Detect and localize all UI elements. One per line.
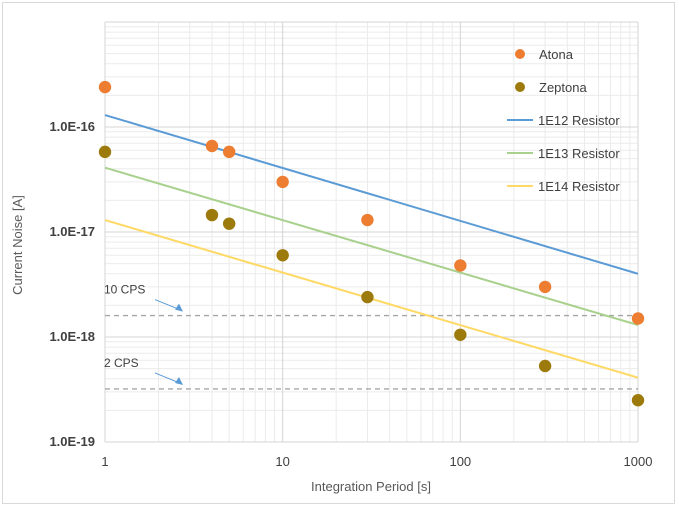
data-point-zeptona bbox=[205, 208, 219, 222]
annotation-arrowhead bbox=[175, 303, 183, 312]
series-line-1e12-resistor bbox=[104, 114, 639, 275]
x-tick-label: 100 bbox=[449, 454, 471, 469]
data-point-atona bbox=[205, 139, 219, 153]
data-point-zeptona bbox=[222, 217, 236, 230]
grid bbox=[104, 21, 639, 443]
reference-label-2-cps: 2 CPS bbox=[104, 356, 139, 370]
data-point-atona bbox=[222, 145, 236, 159]
series-line-1e13-resistor bbox=[104, 166, 639, 326]
legend-label: Atona bbox=[539, 47, 574, 62]
axis-ticks: 1 10 100 1000 1.0E-19 1.0E-18 1.0E-17 1.0E-16 bbox=[49, 119, 652, 469]
legend-marker-atona bbox=[515, 49, 525, 59]
y-tick-label: 1.0E-18 bbox=[49, 329, 95, 344]
data-point-zeptona bbox=[538, 359, 552, 373]
chart-frame bbox=[2, 2, 675, 504]
x-axis-title: Integration Period [s] bbox=[311, 479, 431, 494]
reference-lines: 10 CPS 2 CPS bbox=[104, 283, 638, 390]
data-point-atona bbox=[276, 175, 289, 189]
legend-marker-zeptona bbox=[515, 82, 525, 92]
legend-label: 1E12 Resistor bbox=[538, 113, 620, 128]
data-point-atona bbox=[631, 312, 645, 325]
data-point-zeptona bbox=[631, 394, 645, 407]
data-point-atona bbox=[98, 80, 112, 94]
y-tick-label: 1.0E-17 bbox=[49, 224, 95, 239]
y-tick-label: 1.0E-16 bbox=[49, 119, 95, 134]
data-point-zeptona bbox=[98, 145, 112, 159]
legend-label: 1E13 Resistor bbox=[538, 146, 620, 161]
reference-label-10-cps: 10 CPS bbox=[104, 283, 145, 297]
x-tick-label: 10 bbox=[275, 454, 289, 469]
data-point-zeptona bbox=[276, 249, 289, 262]
data-point-atona bbox=[538, 280, 552, 294]
x-tick-label: 1000 bbox=[624, 454, 653, 469]
y-tick-label: 1.0E-19 bbox=[49, 434, 95, 449]
data-points bbox=[98, 80, 645, 407]
data-point-zeptona bbox=[454, 328, 467, 341]
x-tick-label: 1 bbox=[101, 454, 108, 469]
y-axis-title: Current Noise [A] bbox=[10, 195, 25, 295]
legend-label: Zeptona bbox=[539, 80, 587, 95]
legend-label: 1E14 Resistor bbox=[538, 179, 620, 194]
data-point-zeptona bbox=[361, 290, 374, 304]
data-point-atona bbox=[454, 259, 467, 272]
data-point-atona bbox=[361, 213, 374, 227]
annotation-arrowhead bbox=[175, 376, 183, 385]
legend: Atona Zeptona 1E12 Resistor 1E13 Resistor 1E… bbox=[507, 47, 620, 194]
